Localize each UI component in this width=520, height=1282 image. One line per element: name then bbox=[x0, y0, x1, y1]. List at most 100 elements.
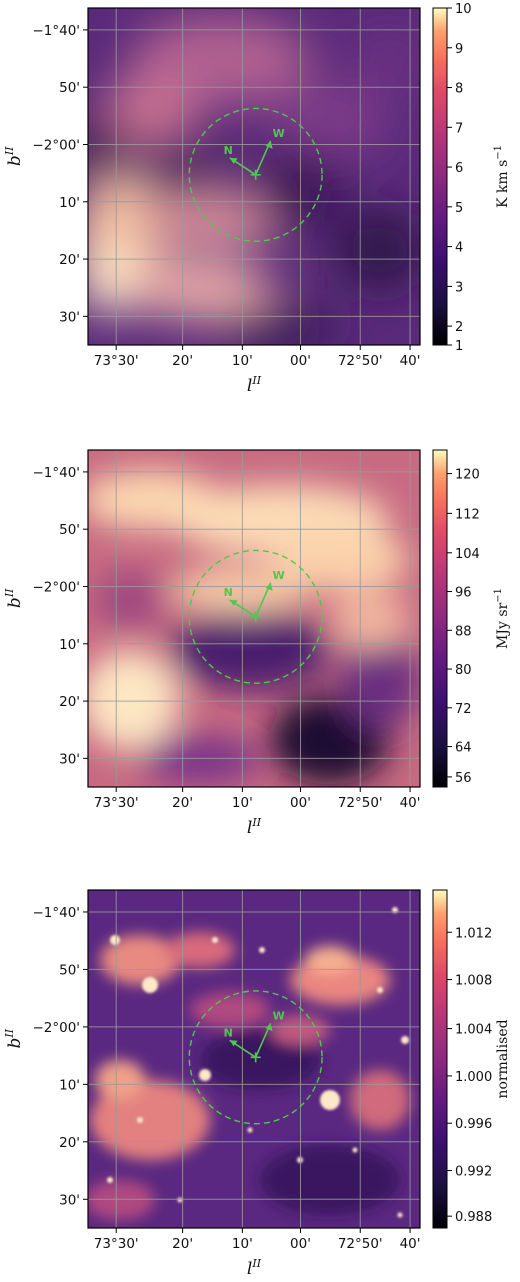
aperture-circle bbox=[188, 549, 323, 684]
colorbar: 1.012 1.008 1.004 1.000 0.996 0.992 0.988 norma… bbox=[432, 889, 511, 1229]
north-arrowhead bbox=[229, 599, 238, 606]
y-tick-label: −2°00' bbox=[32, 579, 80, 595]
colorbar-tick-label: 1.012 bbox=[455, 926, 492, 941]
colorbar-tick-label: 72 bbox=[455, 702, 472, 717]
grid bbox=[88, 890, 420, 1228]
colorbar-label: K km s−1 bbox=[493, 145, 511, 208]
colorbar-tick-label: 1.004 bbox=[455, 1023, 492, 1038]
axes-frame bbox=[87, 889, 421, 1229]
panel-normalised-map bbox=[88, 890, 420, 1228]
compass: NW bbox=[224, 569, 285, 622]
colorbar-tick-label: 4 bbox=[455, 241, 463, 256]
colorbar-label: MJy sr−1 bbox=[493, 588, 511, 649]
colorbar-tick-label: 10 bbox=[455, 2, 472, 17]
compass-north-label: N bbox=[224, 1026, 233, 1039]
colorbar-tick-label: 0.988 bbox=[455, 1210, 492, 1225]
grid bbox=[88, 450, 420, 787]
x-tick-label: 73°30' bbox=[94, 1236, 139, 1252]
west-arrowhead bbox=[265, 140, 273, 149]
x-tick-label: 73°30' bbox=[94, 353, 139, 369]
colorbar-tick-label: 0.992 bbox=[455, 1165, 492, 1180]
colorbar-tick-label: 104 bbox=[455, 547, 480, 562]
colorbar-tick-label: 1.008 bbox=[455, 974, 492, 989]
x-tick-label: 40' bbox=[400, 1236, 421, 1252]
grid bbox=[88, 8, 420, 345]
colorbar-tick-label: 6 bbox=[455, 161, 463, 176]
colorbar-gradient bbox=[432, 449, 448, 788]
colorbar-tick-label: 2 bbox=[455, 320, 463, 335]
north-arrowhead bbox=[229, 157, 238, 164]
aperture-circle bbox=[188, 990, 323, 1125]
compass-west-label: W bbox=[273, 127, 285, 140]
colorbar-tick-label: 80 bbox=[455, 663, 472, 678]
y-tick-label: 30' bbox=[59, 751, 80, 767]
panel-co-map bbox=[88, 8, 420, 345]
x-tick-label: 40' bbox=[400, 795, 421, 811]
x-tick-label: 10' bbox=[232, 1236, 253, 1252]
y-tick-label: 10' bbox=[59, 637, 80, 653]
colorbar-tick-label: 88 bbox=[455, 624, 472, 639]
y-axis-label: bII bbox=[3, 588, 25, 608]
colorbar-tick-label: 0.996 bbox=[455, 1117, 492, 1132]
compass-north-label: N bbox=[224, 586, 233, 599]
x-tick-label: 20' bbox=[172, 1236, 193, 1252]
y-axis-label: bII bbox=[3, 146, 25, 166]
x-axis-label: lII bbox=[247, 374, 262, 396]
y-tick-label: 50' bbox=[59, 962, 80, 978]
x-tick-label: 72°50' bbox=[338, 353, 383, 369]
x-tick-label: 00' bbox=[290, 795, 311, 811]
y-tick-label: 20' bbox=[59, 252, 80, 268]
y-tick-label: 10' bbox=[59, 195, 80, 211]
x-tick-label: 10' bbox=[232, 795, 253, 811]
y-tick-label: 50' bbox=[59, 80, 80, 96]
y-tick-label: 20' bbox=[59, 1135, 80, 1151]
west-arrowhead bbox=[265, 1023, 273, 1032]
compass-west-label: W bbox=[273, 569, 285, 582]
y-tick-label: 30' bbox=[59, 309, 80, 325]
colorbar-tick-label: 96 bbox=[455, 586, 472, 601]
colorbar-tick-label: 9 bbox=[455, 42, 463, 57]
heatmap-image bbox=[88, 8, 420, 345]
x-tick-label: 72°50' bbox=[338, 1236, 383, 1252]
y-tick-label: −1°40' bbox=[32, 905, 80, 921]
axes-frame bbox=[87, 7, 421, 346]
aperture-circle bbox=[188, 107, 323, 242]
colorbar-tick-label: 112 bbox=[455, 507, 480, 522]
compass-west-label: W bbox=[273, 1009, 285, 1022]
colorbar: 120 112 104 96 88 80 72 64 56 MJy sr−1 bbox=[432, 449, 511, 788]
colorbar-tick-label: 64 bbox=[455, 741, 472, 756]
colorbar-label: normalised bbox=[495, 1019, 511, 1098]
west-arrowhead bbox=[265, 582, 273, 591]
y-tick-label: 10' bbox=[59, 1077, 80, 1093]
panel-dust-map bbox=[88, 450, 420, 787]
colorbar-tick-label: 8 bbox=[455, 82, 463, 97]
y-tick-label: −1°40' bbox=[32, 465, 80, 481]
y-tick-label: 50' bbox=[59, 522, 80, 538]
colorbar-tick-label: 7 bbox=[455, 121, 463, 136]
colorbar-tick-label: 3 bbox=[455, 280, 463, 295]
heatmap-image bbox=[88, 890, 420, 1228]
x-tick-label: 00' bbox=[290, 1236, 311, 1252]
x-tick-label: 20' bbox=[172, 795, 193, 811]
north-arrowhead bbox=[229, 1040, 238, 1047]
axes-frame bbox=[87, 449, 421, 788]
y-tick-label: 20' bbox=[59, 694, 80, 710]
compass: NW bbox=[224, 127, 285, 180]
x-tick-label: 72°50' bbox=[338, 795, 383, 811]
x-tick-label: 00' bbox=[290, 353, 311, 369]
x-axis-label: lII bbox=[247, 1257, 262, 1278]
y-tick-label: −2°00' bbox=[32, 137, 80, 153]
x-axis-label: lII bbox=[247, 816, 262, 838]
x-tick-label: 20' bbox=[172, 353, 193, 369]
colorbar-gradient bbox=[432, 889, 448, 1229]
colorbar-tick-label: 1.000 bbox=[455, 1070, 492, 1085]
y-tick-label: 30' bbox=[59, 1192, 80, 1208]
compass-north-label: N bbox=[224, 144, 233, 157]
colorbar-tick-label: 1 bbox=[455, 339, 463, 354]
y-tick-label: −1°40' bbox=[32, 23, 80, 39]
colorbar: 10 9 8 7 6 5 4 3 2 1 K km s−1 bbox=[432, 2, 511, 354]
